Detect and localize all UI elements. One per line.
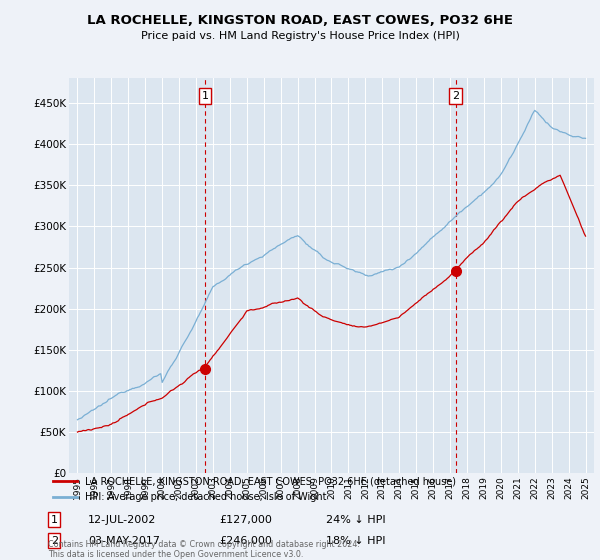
Text: 12-JUL-2002: 12-JUL-2002 xyxy=(88,515,157,525)
Text: 2: 2 xyxy=(452,91,460,101)
Text: Price paid vs. HM Land Registry's House Price Index (HPI): Price paid vs. HM Land Registry's House … xyxy=(140,31,460,41)
Text: 2: 2 xyxy=(51,536,58,545)
Text: Contains HM Land Registry data © Crown copyright and database right 2024.
This d: Contains HM Land Registry data © Crown c… xyxy=(48,540,360,559)
Text: 03-MAY-2017: 03-MAY-2017 xyxy=(88,536,160,545)
Text: 18% ↓ HPI: 18% ↓ HPI xyxy=(326,536,385,545)
Text: £127,000: £127,000 xyxy=(219,515,272,525)
Text: LA ROCHELLE, KINGSTON ROAD, EAST COWES, PO32 6HE (detached house): LA ROCHELLE, KINGSTON ROAD, EAST COWES, … xyxy=(85,477,457,487)
Text: 1: 1 xyxy=(51,515,58,525)
Text: 24% ↓ HPI: 24% ↓ HPI xyxy=(326,515,385,525)
Text: £246,000: £246,000 xyxy=(219,536,272,545)
Text: LA ROCHELLE, KINGSTON ROAD, EAST COWES, PO32 6HE: LA ROCHELLE, KINGSTON ROAD, EAST COWES, … xyxy=(87,14,513,27)
Text: HPI: Average price, detached house, Isle of Wight: HPI: Average price, detached house, Isle… xyxy=(85,492,327,502)
Text: 1: 1 xyxy=(202,91,208,101)
